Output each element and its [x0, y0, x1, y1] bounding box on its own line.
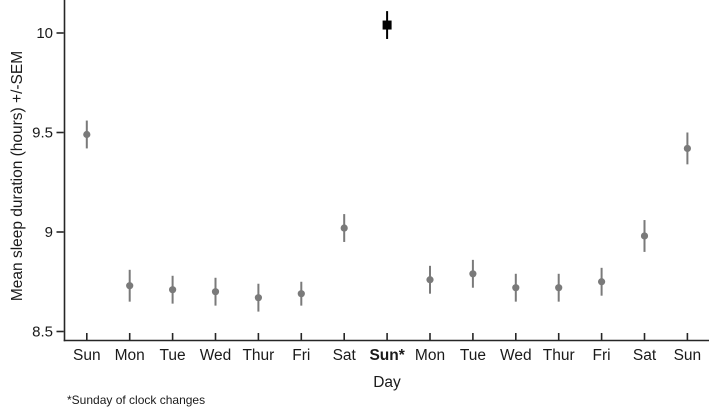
- y-tick-label: 9.5: [32, 125, 53, 142]
- x-tick-label: Sat: [333, 347, 357, 364]
- x-tick-label: Sun: [674, 347, 702, 364]
- x-tick-label: Sat: [633, 347, 657, 364]
- x-tick-label: Sun*: [369, 347, 405, 364]
- data-point: [169, 286, 177, 294]
- data-point: [426, 276, 434, 284]
- data-point: [297, 290, 305, 298]
- data-point: [83, 130, 91, 139]
- x-tick-label: Fri: [593, 347, 611, 364]
- x-axis-title: Day: [373, 374, 401, 391]
- data-point: [340, 224, 348, 232]
- data-point: [512, 284, 520, 292]
- data-point: [640, 232, 649, 240]
- footnote-clock-changes: *Sunday of clock changes: [67, 393, 206, 407]
- data-point-highlight: [382, 20, 392, 30]
- data-point: [555, 284, 563, 292]
- x-tick-label: Wed: [200, 347, 232, 364]
- data-point: [598, 278, 606, 286]
- x-tick-label: Thur: [543, 347, 575, 364]
- x-tick-label: Tue: [460, 347, 486, 364]
- x-tick-label: Sun: [73, 347, 101, 364]
- x-tick-label: Mon: [115, 347, 145, 364]
- y-axis-title: Mean sleep duration (hours) +/-SEM: [9, 50, 26, 302]
- x-tick-label: Tue: [160, 347, 186, 364]
- x-tick-label: Thur: [242, 347, 274, 364]
- data-point: [211, 288, 220, 296]
- y-tick-label: 9: [45, 224, 53, 241]
- data-point: [254, 294, 262, 302]
- data-point: [469, 270, 477, 278]
- x-tick-label: Fri: [292, 347, 310, 364]
- data-point: [126, 282, 134, 290]
- y-tick-label: 8.5: [32, 324, 53, 341]
- x-tick-label: Wed: [500, 347, 532, 364]
- y-tick-label: 10: [36, 25, 53, 42]
- data-point: [683, 144, 692, 153]
- x-tick-label: Mon: [415, 347, 445, 364]
